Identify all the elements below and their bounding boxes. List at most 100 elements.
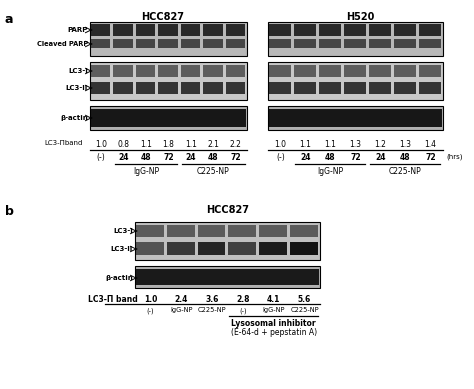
- Text: 3.6: 3.6: [205, 295, 219, 304]
- Bar: [290, 242, 318, 255]
- Text: (-): (-): [97, 153, 106, 162]
- Bar: [135, 222, 320, 260]
- Text: 1.2: 1.2: [374, 140, 386, 149]
- Bar: [226, 39, 245, 48]
- Bar: [228, 242, 256, 255]
- Bar: [419, 82, 441, 94]
- Text: LC3-Πband: LC3-Πband: [45, 140, 83, 146]
- Text: LC3-Π band: LC3-Π band: [88, 295, 138, 304]
- Text: 72: 72: [425, 153, 436, 162]
- Bar: [90, 106, 247, 130]
- Bar: [419, 24, 441, 36]
- Bar: [136, 225, 164, 237]
- Bar: [91, 65, 110, 77]
- Text: 24: 24: [118, 153, 129, 162]
- Text: (E-64-d + pepstatin A): (E-64-d + pepstatin A): [231, 328, 317, 337]
- Bar: [294, 39, 316, 48]
- Bar: [167, 225, 195, 237]
- Text: 2.8: 2.8: [236, 295, 250, 304]
- Bar: [269, 24, 291, 36]
- Bar: [136, 65, 155, 77]
- Bar: [136, 82, 155, 94]
- Bar: [136, 242, 164, 255]
- Bar: [226, 82, 245, 94]
- Bar: [90, 22, 247, 56]
- Text: C225-NP: C225-NP: [197, 167, 230, 176]
- Text: b: b: [5, 205, 14, 218]
- Bar: [319, 39, 341, 48]
- Text: 1.0: 1.0: [274, 140, 286, 149]
- Text: H520: H520: [346, 12, 374, 22]
- Text: 1.8: 1.8: [163, 140, 174, 149]
- Text: LC3-I: LC3-I: [113, 228, 133, 234]
- Text: HCC827: HCC827: [206, 205, 249, 215]
- Text: a: a: [5, 13, 13, 26]
- Text: 1.3: 1.3: [349, 140, 362, 149]
- Bar: [394, 39, 416, 48]
- Text: LC3-II: LC3-II: [111, 246, 133, 252]
- Text: HCC827: HCC827: [142, 12, 184, 22]
- Text: (-): (-): [146, 307, 154, 314]
- Bar: [203, 24, 223, 36]
- Text: 48: 48: [141, 153, 151, 162]
- Text: 48: 48: [208, 153, 219, 162]
- Bar: [136, 24, 155, 36]
- Bar: [294, 24, 316, 36]
- Bar: [369, 65, 391, 77]
- Text: 2.2: 2.2: [230, 140, 242, 149]
- Text: 72: 72: [230, 153, 241, 162]
- Text: C225-NP: C225-NP: [290, 307, 319, 313]
- Text: 1.1: 1.1: [325, 140, 337, 149]
- Text: 1.0: 1.0: [95, 140, 107, 149]
- Bar: [344, 24, 366, 36]
- Text: 24: 24: [186, 153, 196, 162]
- Text: Cleaved PARP: Cleaved PARP: [37, 41, 88, 47]
- Bar: [269, 109, 442, 127]
- Bar: [203, 39, 223, 48]
- Bar: [91, 39, 110, 48]
- Bar: [269, 82, 291, 94]
- Bar: [136, 269, 319, 285]
- Bar: [259, 225, 287, 237]
- Text: 2.4: 2.4: [174, 295, 188, 304]
- Bar: [268, 62, 443, 100]
- Text: β-actin: β-actin: [60, 115, 88, 121]
- Text: (-): (-): [239, 307, 247, 314]
- Bar: [226, 24, 245, 36]
- Bar: [369, 82, 391, 94]
- Text: C225-NP: C225-NP: [389, 167, 422, 176]
- Bar: [259, 242, 287, 255]
- Text: LC3-II: LC3-II: [66, 85, 88, 91]
- Text: 48: 48: [325, 153, 336, 162]
- Bar: [181, 39, 200, 48]
- Bar: [158, 82, 178, 94]
- Text: 48: 48: [400, 153, 411, 162]
- Bar: [198, 225, 226, 237]
- Bar: [369, 39, 391, 48]
- Bar: [181, 65, 200, 77]
- Bar: [91, 24, 110, 36]
- Bar: [268, 22, 443, 56]
- Text: 4.1: 4.1: [267, 295, 281, 304]
- Text: C225-NP: C225-NP: [198, 307, 227, 313]
- Bar: [198, 242, 226, 255]
- Bar: [158, 24, 178, 36]
- Bar: [269, 65, 291, 77]
- Bar: [419, 39, 441, 48]
- Bar: [91, 82, 110, 94]
- Text: (-): (-): [276, 153, 285, 162]
- Text: β-actin: β-actin: [105, 275, 133, 281]
- Bar: [294, 82, 316, 94]
- Bar: [113, 39, 133, 48]
- Bar: [203, 65, 223, 77]
- Text: IgG-NP: IgG-NP: [318, 167, 344, 176]
- Bar: [319, 82, 341, 94]
- Bar: [91, 109, 246, 127]
- Text: 1.4: 1.4: [425, 140, 437, 149]
- Bar: [158, 39, 178, 48]
- Bar: [394, 24, 416, 36]
- Bar: [181, 82, 200, 94]
- Text: 1.3: 1.3: [400, 140, 411, 149]
- Bar: [228, 225, 256, 237]
- Bar: [319, 24, 341, 36]
